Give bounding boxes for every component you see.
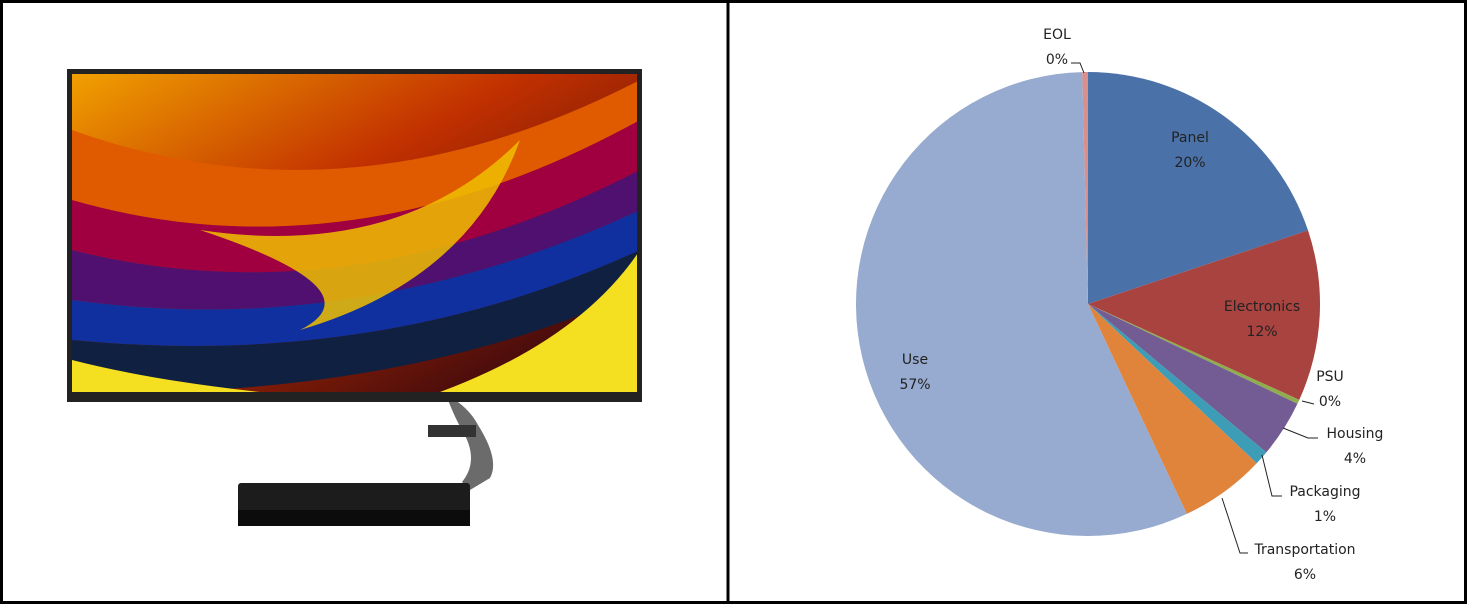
pie-slice (1088, 72, 1309, 304)
leader-line (1301, 400, 1315, 405)
value-label: 57% (899, 377, 930, 393)
pie-slice (1088, 230, 1320, 400)
value-label: 12% (1246, 324, 1277, 340)
pie-slice (1082, 72, 1088, 304)
value-label: 1% (1314, 509, 1336, 525)
slice-label: PSU (1316, 369, 1344, 385)
slice-label: Packaging (1289, 484, 1360, 500)
slice-label: Use (902, 352, 928, 368)
leader-line (1221, 497, 1248, 554)
leader-line (1282, 427, 1318, 439)
monitor-image (67, 69, 642, 526)
value-label: 6% (1294, 567, 1316, 583)
slice-label: Transportation (1253, 542, 1355, 558)
pie-slice (856, 72, 1187, 536)
slice-label: Housing (1327, 426, 1384, 442)
value-label: 0% (1319, 394, 1341, 410)
value-label: 20% (1174, 155, 1205, 171)
pie-slice (1088, 304, 1300, 404)
slice-label: Panel (1171, 130, 1209, 146)
pie-slice (1088, 304, 1267, 464)
slice-label: EOL (1043, 27, 1071, 43)
pie-slice (1088, 304, 1257, 514)
value-label: 4% (1344, 451, 1366, 467)
pie-slice (1088, 304, 1298, 453)
leader-line (1071, 62, 1085, 74)
value-label: 0% (1046, 52, 1068, 68)
leader-line (1261, 454, 1282, 497)
slice-label: Electronics (1224, 299, 1300, 315)
